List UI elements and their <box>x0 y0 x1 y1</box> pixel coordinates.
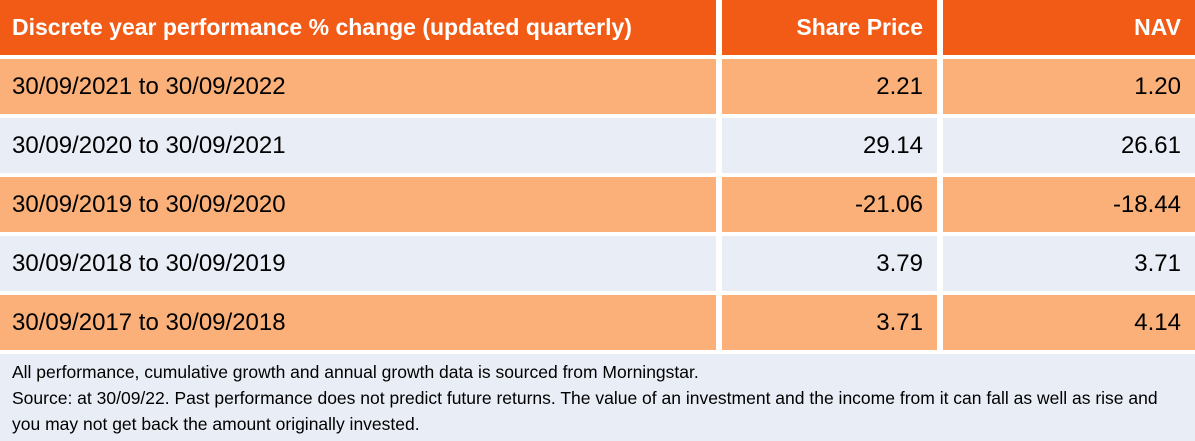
row-nav: -18.44 <box>943 177 1195 232</box>
row-share-price: 29.14 <box>722 118 937 173</box>
row-nav: 3.71 <box>943 236 1195 291</box>
row-nav: 4.14 <box>943 295 1195 350</box>
row-nav: 1.20 <box>943 59 1195 114</box>
row-period: 30/09/2018 to 30/09/2019 <box>0 236 716 291</box>
row-period: 30/09/2020 to 30/09/2021 <box>0 118 716 173</box>
table-title: Discrete year performance % change (upda… <box>0 0 716 55</box>
row-period: 30/09/2021 to 30/09/2022 <box>0 59 716 114</box>
row-share-price: 3.71 <box>722 295 937 350</box>
footnote-source-line: All performance, cumulative growth and a… <box>12 362 699 382</box>
row-period: 30/09/2017 to 30/09/2018 <box>0 295 716 350</box>
col-header-share-price: Share Price <box>722 0 937 55</box>
col-header-nav: NAV <box>943 0 1195 55</box>
footnote-block: All performance, cumulative growth and a… <box>0 354 1195 441</box>
row-nav: 26.61 <box>943 118 1195 173</box>
row-period: 30/09/2019 to 30/09/2020 <box>0 177 716 232</box>
row-share-price: 3.79 <box>722 236 937 291</box>
row-share-price: 2.21 <box>722 59 937 114</box>
row-share-price: -21.06 <box>722 177 937 232</box>
performance-table: Discrete year performance % change (upda… <box>0 0 1195 350</box>
footnote-disclaimer-line: Source: at 30/09/22. Past performance do… <box>12 388 1158 434</box>
